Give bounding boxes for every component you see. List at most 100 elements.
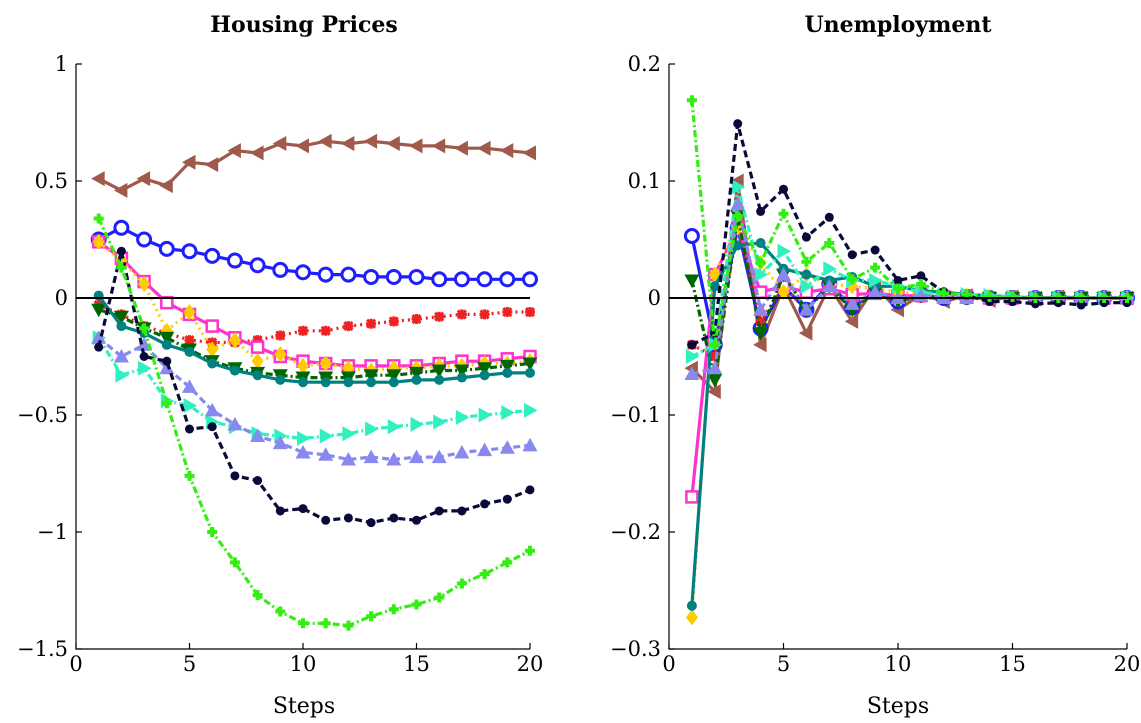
data-point bbox=[207, 422, 217, 432]
data-point bbox=[525, 367, 535, 378]
data-point bbox=[206, 341, 219, 358]
data-point bbox=[938, 288, 949, 299]
y-tick-label: −0.3 bbox=[610, 637, 661, 661]
data-point bbox=[363, 369, 379, 383]
data-point bbox=[159, 360, 175, 375]
data-point bbox=[707, 384, 721, 400]
data-point bbox=[431, 449, 447, 464]
data-point bbox=[800, 278, 814, 294]
data-point bbox=[275, 606, 286, 617]
data-point bbox=[456, 372, 467, 383]
data-point bbox=[707, 373, 723, 388]
data-point bbox=[320, 377, 331, 388]
data-point bbox=[205, 319, 219, 333]
series-1 bbox=[90, 219, 538, 288]
data-point bbox=[320, 325, 331, 336]
data-point bbox=[499, 440, 515, 454]
data-point bbox=[252, 370, 263, 381]
data-point bbox=[686, 600, 697, 611]
y-tick-label: −0.2 bbox=[610, 520, 661, 544]
x-tick-label: 10 bbox=[885, 652, 912, 676]
data-point bbox=[777, 243, 791, 259]
data-point bbox=[801, 269, 812, 280]
data-point bbox=[1030, 299, 1040, 309]
data-point bbox=[226, 252, 243, 269]
data-point bbox=[298, 377, 308, 388]
x-tick-label: 20 bbox=[1114, 652, 1141, 676]
data-point bbox=[227, 143, 241, 159]
data-point bbox=[318, 447, 334, 461]
data-point bbox=[412, 515, 421, 525]
data-point bbox=[798, 302, 814, 316]
data-point bbox=[731, 179, 746, 195]
chart-title: Unemployment bbox=[804, 12, 992, 38]
data-point bbox=[431, 364, 447, 379]
data-point bbox=[410, 416, 424, 432]
data-point bbox=[525, 545, 535, 556]
series-0 bbox=[91, 133, 536, 198]
data-point bbox=[253, 476, 263, 486]
series-4 bbox=[92, 233, 536, 379]
data-point bbox=[161, 339, 172, 350]
series-line bbox=[690, 226, 1127, 498]
data-point bbox=[136, 337, 152, 351]
series-line bbox=[691, 185, 1127, 358]
data-point bbox=[93, 290, 104, 301]
data-point bbox=[777, 284, 790, 301]
data-point bbox=[456, 578, 467, 589]
data-point bbox=[753, 337, 767, 353]
data-point bbox=[411, 599, 422, 610]
x-tick-label: 20 bbox=[517, 652, 544, 676]
y-tick-label: 0 bbox=[648, 286, 661, 310]
chart-title: Housing Prices bbox=[210, 12, 398, 38]
y-tick-label: −1 bbox=[37, 520, 68, 544]
data-point bbox=[457, 506, 467, 516]
data-point bbox=[343, 377, 354, 388]
data-point bbox=[136, 231, 153, 248]
x-tick-label: 10 bbox=[290, 652, 317, 676]
data-point bbox=[453, 271, 470, 288]
y-tick-label: 1 bbox=[55, 52, 68, 76]
data-point bbox=[756, 206, 766, 216]
unemployment-panel: Unemployment 0 5 10 15 20 −0.3 −0.2 −0.1 0 0.1 0.2… bbox=[610, 12, 1140, 719]
series-3 bbox=[91, 235, 537, 373]
data-point bbox=[229, 557, 240, 568]
data-point bbox=[479, 569, 490, 580]
data-point bbox=[733, 119, 743, 129]
x-axis-label: Steps bbox=[867, 694, 929, 719]
data-point bbox=[1076, 300, 1086, 310]
data-point bbox=[685, 609, 698, 626]
data-point bbox=[138, 275, 151, 292]
data-point bbox=[363, 449, 379, 464]
x-tick-label: 5 bbox=[777, 652, 790, 676]
data-point bbox=[478, 407, 493, 423]
data-point bbox=[434, 506, 444, 516]
data-point bbox=[250, 428, 266, 443]
data-point bbox=[275, 330, 286, 341]
data-point bbox=[363, 133, 378, 149]
data-point bbox=[434, 592, 445, 603]
data-point bbox=[340, 266, 357, 283]
data-point bbox=[275, 506, 285, 516]
data-point bbox=[409, 449, 424, 464]
data-point bbox=[687, 340, 697, 350]
series-7 bbox=[92, 330, 538, 446]
series-10 bbox=[93, 213, 535, 631]
y-tick-label: −1.5 bbox=[17, 637, 68, 661]
data-point bbox=[159, 331, 175, 346]
series-line bbox=[691, 122, 1127, 347]
data-point bbox=[801, 256, 812, 267]
data-point bbox=[385, 268, 402, 285]
data-point bbox=[250, 340, 265, 354]
data-point bbox=[915, 278, 926, 289]
data-point bbox=[502, 494, 512, 504]
data-point bbox=[184, 470, 195, 481]
data-point bbox=[683, 227, 700, 244]
data-point bbox=[161, 398, 172, 409]
data-point bbox=[342, 426, 356, 442]
data-point bbox=[847, 250, 857, 260]
data-point bbox=[138, 360, 152, 376]
data-point bbox=[274, 346, 287, 363]
data-point bbox=[91, 171, 105, 187]
data-point bbox=[779, 184, 788, 194]
